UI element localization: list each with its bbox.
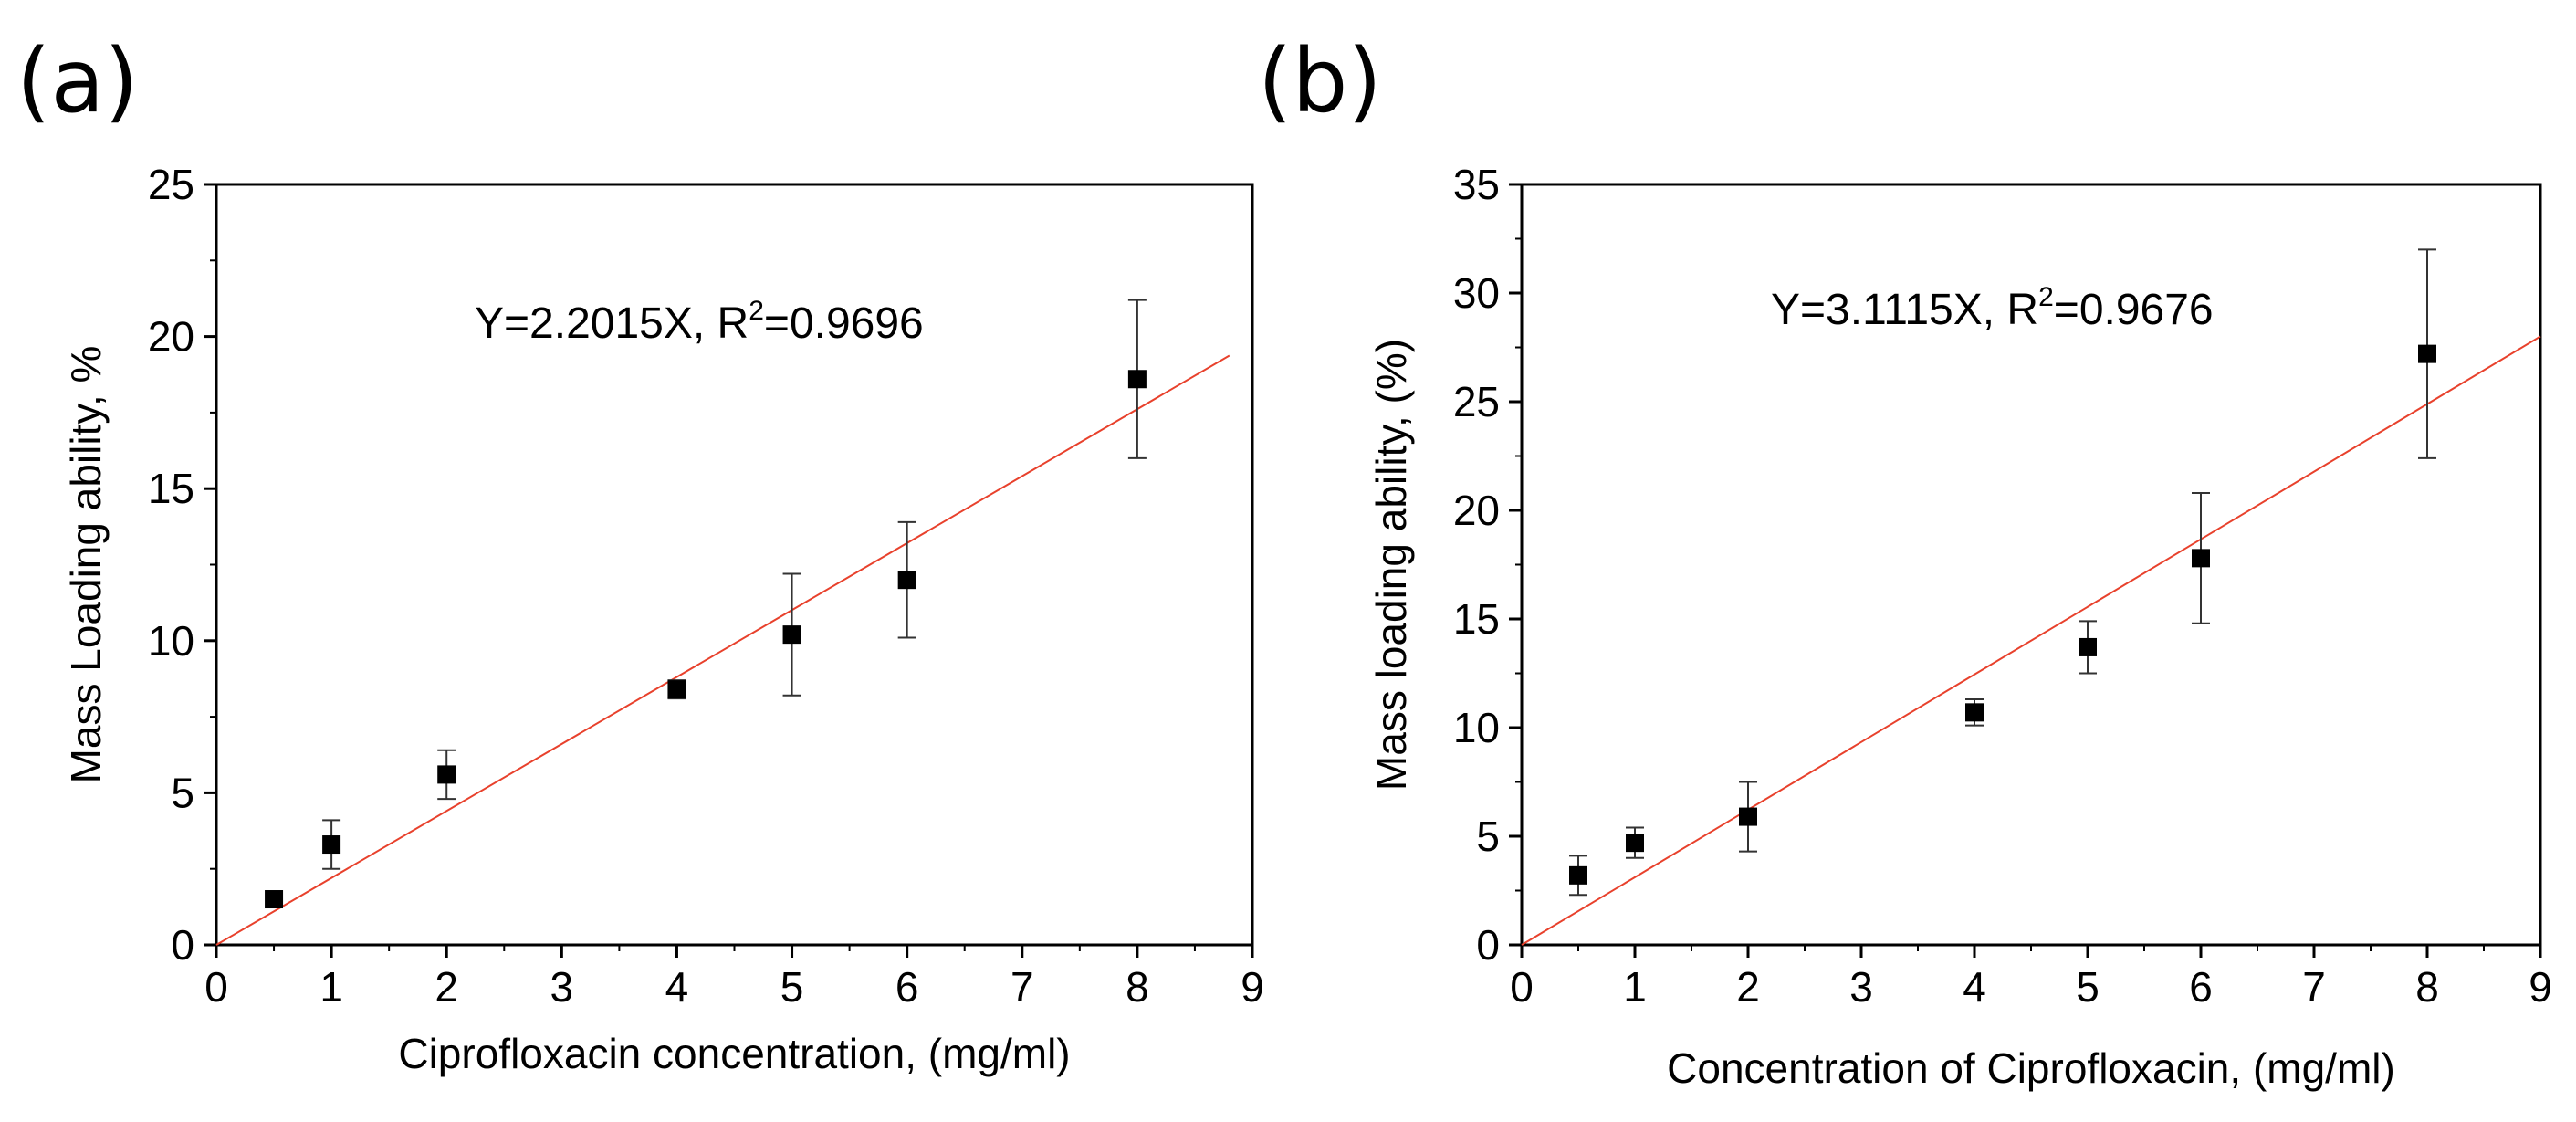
y-axis-title: Mass Loading ability, %	[62, 346, 110, 784]
x-tick-label: 4	[665, 963, 689, 1011]
x-tick-label: 5	[2076, 963, 2100, 1011]
data-point	[1569, 865, 1587, 885]
x-tick-label: 1	[1623, 963, 1647, 1011]
x-tick-label: 9	[1241, 963, 1264, 1011]
x-tick-label: 7	[2302, 963, 2326, 1011]
y-tick-label: 10	[1453, 704, 1500, 751]
data-point	[1739, 807, 1757, 826]
x-tick-label: 4	[1963, 963, 1986, 1011]
x-tick-label: 2	[435, 963, 458, 1011]
y-tick-label: 5	[1476, 813, 1500, 860]
fit-equation: Y=3.1115X, R2=0.9676	[1771, 282, 2214, 334]
fit-line	[215, 354, 1230, 946]
data-point	[667, 680, 686, 699]
panel-letter: (a)	[16, 30, 139, 132]
fit-equation: Y=2.2015X, R2=0.9696	[475, 296, 924, 348]
data-point	[2418, 344, 2436, 363]
x-tick-label: 2	[1736, 963, 1760, 1011]
data-point	[1965, 703, 1984, 722]
y-tick-label: 10	[148, 617, 194, 665]
x-tick-label: 6	[895, 963, 919, 1011]
panel-letter: (b)	[1258, 30, 1382, 132]
x-tick-label: 7	[1011, 963, 1034, 1011]
x-tick-label: 9	[2529, 963, 2552, 1011]
plot-frame	[215, 183, 1254, 947]
x-tick-label: 8	[2415, 963, 2439, 1011]
data-point	[322, 835, 341, 855]
chart-panel-b: (b) 0 1 2 3 4 5 6 7 8 9 0 5 10 15 20 25 30 35 Concentration…	[1258, 30, 2552, 1092]
x-tick-label: 0	[204, 963, 228, 1011]
x-tick-label: 8	[1126, 963, 1149, 1011]
x-tick-label: 6	[2189, 963, 2213, 1011]
y-tick-label: 20	[148, 313, 194, 361]
y-tick-label: 15	[148, 465, 194, 512]
data-point	[782, 625, 801, 645]
x-tick-label: 3	[550, 963, 574, 1011]
y-tick-label: 15	[1453, 595, 1500, 643]
x-tick-label: 5	[780, 963, 804, 1011]
x-tick-label: 3	[1849, 963, 1873, 1011]
data-point	[265, 890, 284, 909]
y-tick-label: 5	[171, 769, 194, 816]
y-tick-label: 35	[1453, 161, 1500, 208]
x-tick-label: 0	[1510, 963, 1534, 1011]
fit-line	[1521, 335, 2541, 946]
y-tick-label: 25	[148, 161, 194, 208]
y-tick-label: 30	[1453, 269, 1500, 317]
chart-panel-a: (a) 0 1 2 3 4 5 6 7 8 9 0 5 10 15 20 25 Ciprofloxacin con…	[16, 30, 1264, 1077]
y-axis-title: Mass loading ability, (%)	[1367, 339, 1415, 791]
x-axis-title: Concentration of Ciprofloxacin, (mg/ml)	[1667, 1044, 2395, 1092]
y-tick-label: 20	[1453, 487, 1500, 534]
x-tick-label: 1	[319, 963, 343, 1011]
data-point	[1127, 370, 1147, 389]
data-point	[437, 765, 456, 784]
data-point	[1626, 834, 1644, 853]
y-tick-label: 0	[1476, 921, 1500, 969]
y-tick-label: 0	[171, 921, 194, 969]
data-point	[897, 571, 916, 590]
data-point	[2079, 637, 2097, 656]
x-axis-title: Ciprofloxacin concentration, (mg/ml)	[398, 1030, 1070, 1077]
data-point	[2192, 549, 2210, 568]
y-tick-label: 25	[1453, 378, 1500, 425]
